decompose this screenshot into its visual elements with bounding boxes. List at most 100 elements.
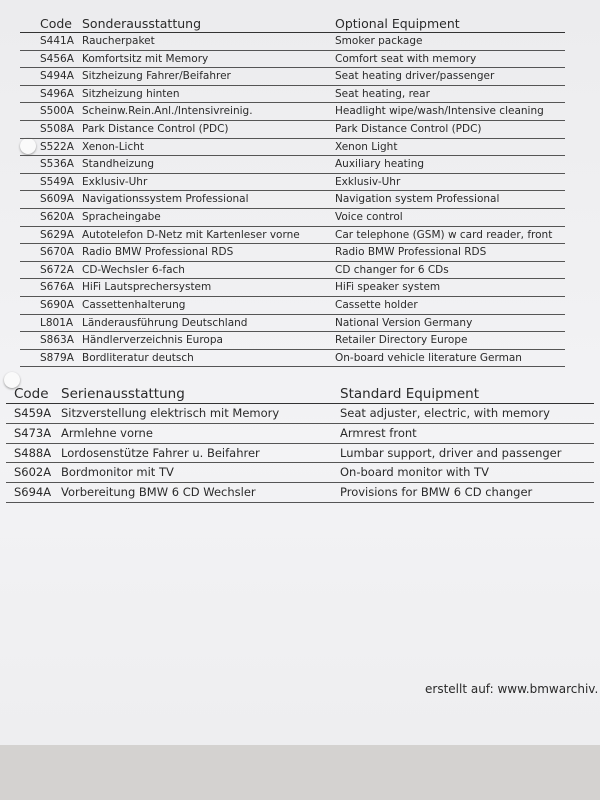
code: S536A — [40, 158, 74, 171]
german-text: Spracheingabe — [82, 211, 161, 223]
code: S694A — [14, 485, 52, 500]
code: S670A — [40, 246, 74, 259]
german-text: Sitzheizung hinten — [82, 87, 180, 100]
english-text: Xenon Light — [335, 140, 398, 153]
english-text: Park Distance Control (PDC) — [335, 123, 482, 135]
table-row: S690A Cassettenhalterung Cassette holder — [20, 297, 565, 315]
background — [0, 745, 600, 800]
english-text: Seat heating driver/passenger — [335, 70, 495, 83]
table-header: Code Serienausstattung Standard Equipment — [6, 384, 594, 404]
english-text: HiFi speaker system — [335, 281, 441, 294]
table-row: S522A Xenon-Licht Xenon Light — [20, 139, 565, 157]
english-text: CD changer for 6 CDs — [335, 263, 449, 276]
german-text: Autotelefon D-Netz mit Kartenleser vorne — [82, 228, 300, 241]
english-text: Seat heating, rear — [335, 87, 430, 100]
english-text: Exklusiv-Uhr — [335, 175, 401, 188]
code: S500A — [40, 105, 74, 118]
footer: erstellt auf: www.bmwarchiv. — [425, 682, 599, 696]
english-text: Car telephone (GSM) w card reader, front — [335, 228, 553, 241]
english-text: Lumbar support, driver and passenger — [340, 445, 562, 460]
table-row: S694A Vorbereitung BMW 6 CD Wechsler Provi… — [6, 483, 594, 503]
english-text: Comfort seat with memory — [335, 52, 477, 65]
english-text: Armrest front — [340, 425, 417, 440]
german-text: Sitzheizung Fahrer/Beifahrer — [82, 70, 231, 83]
punch-hole — [20, 138, 36, 154]
english-text: Optional Equipment — [335, 16, 460, 31]
code: L801A — [40, 316, 74, 329]
german-text: Sonderausstattung — [82, 16, 202, 31]
code: S620A — [40, 211, 74, 223]
table-row: S494A Sitzheizung Fahrer/Beifahrer Seat he… — [20, 68, 565, 86]
english-text: Smoker package — [335, 35, 423, 47]
table-row: S456A Komfortsitz mit Memory Comfort seat … — [20, 51, 565, 69]
german-text: Xenon-Licht — [82, 140, 145, 153]
code: S494A — [40, 70, 74, 83]
english-text: Voice control — [335, 211, 403, 223]
german-text: Bordmonitor mit TV — [61, 465, 174, 480]
english-text: Seat adjuster, electric, with memory — [340, 406, 550, 420]
english-text: Cassette holder — [335, 299, 418, 311]
table-row: S672A CD-Wechsler 6-fach CD changer for 6 … — [20, 262, 565, 280]
german-text: HiFi Lautsprechersystem — [82, 281, 212, 294]
german-text: Lordosenstütze Fahrer u. Beifahrer — [61, 445, 260, 460]
english-text: Auxiliary heating — [335, 158, 425, 171]
table-row: S609A Navigationssystem Professional Navig… — [20, 191, 565, 209]
table-header: Code Sonderausstattung Optional Equipment — [20, 14, 565, 33]
code: S508A — [40, 123, 74, 135]
german-text: Raucherpaket — [82, 35, 155, 47]
table-row: S536A Standheizung Auxiliary heating — [20, 156, 565, 174]
paper — [0, 0, 600, 745]
code: S473A — [14, 425, 52, 440]
german-text: Radio BMW Professional RDS — [82, 246, 234, 259]
table-row: S620A Spracheingabe Voice control — [20, 209, 565, 227]
english-text: National Version Germany — [335, 316, 473, 329]
german-text: Vorbereitung BMW 6 CD Wechsler — [61, 485, 256, 500]
code: S456A — [40, 52, 74, 65]
code: S522A — [40, 140, 74, 153]
code: S676A — [40, 281, 74, 294]
table-row: L801A Länderausführung Deutschland Nationa… — [20, 315, 565, 333]
code: S488A — [14, 445, 52, 460]
english-text: On-board vehicle literature German — [335, 351, 522, 364]
english-text: Standard Equipment — [340, 386, 479, 402]
english-text: Provisions for BMW 6 CD changer — [340, 485, 533, 500]
english-text: Navigation system Professional — [335, 193, 500, 206]
code: S879A — [40, 351, 74, 364]
table-row: S879A Bordliteratur deutsch On-board vehic… — [20, 350, 565, 368]
code: S549A — [40, 175, 74, 188]
code: Code — [40, 16, 73, 31]
table-row: S602A Bordmonitor mit TV On-board monitor … — [6, 463, 594, 484]
table-row: S629A Autotelefon D-Netz mit Kartenleser … — [20, 227, 565, 245]
punch-hole — [4, 372, 20, 388]
german-text: Standheizung — [82, 158, 155, 171]
code: Code — [14, 386, 49, 402]
table-row: S441A Raucherpaket Smoker package — [20, 33, 565, 51]
german-text: Scheinw.Rein.Anl./Intensivreinig. — [82, 105, 253, 118]
table-row: S676A HiFi Lautsprechersystem HiFi speaker… — [20, 279, 565, 297]
table-row: S863A Händlerverzeichnis Europa Retailer D… — [20, 332, 565, 350]
german-text: Bordliteratur deutsch — [82, 351, 194, 364]
table-row: S459A Sitzverstellung elektrisch mit Memo… — [6, 404, 594, 424]
code: S602A — [14, 465, 52, 480]
code: S496A — [40, 87, 74, 100]
code: S690A — [40, 299, 74, 311]
german-text: Navigationssystem Professional — [82, 193, 249, 206]
german-text: Länderausführung Deutschland — [82, 316, 248, 329]
german-text: CD-Wechsler 6-fach — [82, 263, 185, 276]
german-text: Sitzverstellung elektrisch mit Memory — [61, 406, 280, 420]
code: S609A — [40, 193, 74, 206]
english-text: On-board monitor with TV — [340, 465, 489, 480]
table-row: S670A Radio BMW Professional RDS Radio BMW… — [20, 244, 565, 262]
table-row: S508A Park Distance Control (PDC) Park Dis… — [20, 121, 565, 139]
code: S863A — [40, 334, 74, 347]
code: S672A — [40, 263, 74, 276]
german-text: Händlerverzeichnis Europa — [82, 334, 223, 347]
table-row: S473A Armlehne vorne Armrest front — [6, 424, 594, 444]
german-text: Cassettenhalterung — [82, 299, 186, 311]
english-text: Headlight wipe/wash/Intensive cleaning — [335, 105, 544, 118]
code: S441A — [40, 35, 74, 47]
code: S629A — [40, 228, 74, 241]
german-text: Exklusiv-Uhr — [82, 175, 148, 188]
code: S459A — [14, 406, 52, 420]
